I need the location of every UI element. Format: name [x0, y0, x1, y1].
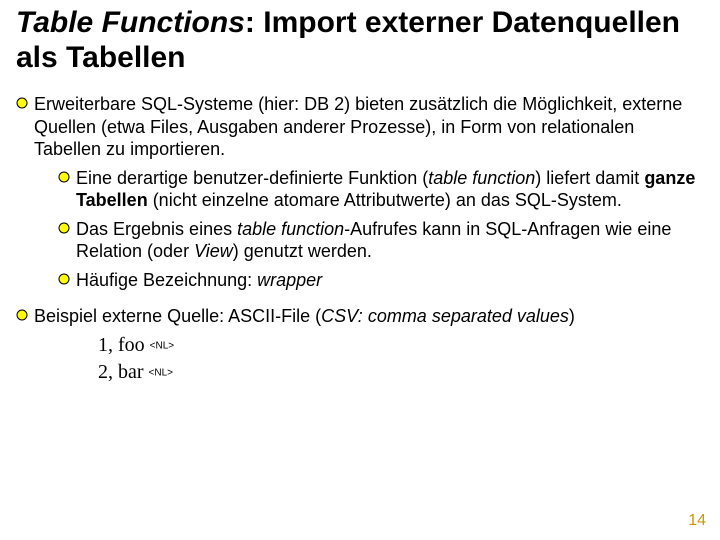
txt: ) — [569, 306, 575, 326]
bullet-icon — [58, 269, 76, 292]
txt-italic: table function — [428, 168, 535, 188]
example-text: 1, foo — [98, 334, 150, 356]
bullet-level1: Erweiterbare SQL-Systeme (hier: DB 2) bi… — [16, 93, 704, 291]
newline-marker: <NL> — [149, 367, 173, 378]
example-text: 2, bar — [98, 361, 149, 383]
newline-marker: <NL> — [150, 340, 174, 351]
slide-body: Erweiterbare SQL-Systeme (hier: DB 2) bi… — [16, 93, 704, 386]
bullet-text: Eine derartige benutzer-definierte Funkt… — [76, 167, 704, 212]
p1-text: Erweiterbare SQL-Systeme (hier: DB 2) bi… — [34, 94, 682, 159]
bullet-level2: Das Ergebnis eines table function-Aufruf… — [58, 218, 704, 263]
txt: Eine derartige benutzer-definierte Funkt… — [76, 168, 428, 188]
example-line: 1, foo <NL> — [98, 332, 704, 359]
bullet-level2: Eine derartige benutzer-definierte Funkt… — [58, 167, 704, 212]
txt: Häufige Bezeichnung: — [76, 270, 257, 290]
txt-italic: CSV: comma separated values — [321, 306, 569, 326]
bullet-level1: Beispiel externe Quelle: ASCII-File (CSV… — [16, 305, 704, 386]
page-number: 14 — [688, 512, 706, 530]
txt: Das Ergebnis eines — [76, 219, 237, 239]
slide: Table Functions: Import externer Datenqu… — [0, 0, 720, 540]
bullet-icon — [58, 167, 76, 212]
example-block: 1, foo <NL> 2, bar <NL> — [98, 332, 704, 386]
txt: ) liefert damit — [535, 168, 644, 188]
bullet-text: Das Ergebnis eines table function-Aufruf… — [76, 218, 704, 263]
slide-title: Table Functions: Import externer Datenqu… — [16, 6, 704, 75]
example-line: 2, bar <NL> — [98, 359, 704, 386]
bullet-icon — [16, 93, 34, 291]
txt-italic: table function — [237, 219, 344, 239]
txt: ) genutzt werden. — [233, 241, 372, 261]
bullet-text: Häufige Bezeichnung: wrapper — [76, 269, 704, 292]
bullet-text: Beispiel externe Quelle: ASCII-File (CSV… — [34, 305, 704, 386]
txt-italic: View — [194, 241, 233, 261]
title-italic: Table Functions — [16, 6, 245, 39]
txt-italic: wrapper — [257, 270, 322, 290]
bullet-level2: Häufige Bezeichnung: wrapper — [58, 269, 704, 292]
bullet-icon — [58, 218, 76, 263]
txt: Beispiel externe Quelle: ASCII-File ( — [34, 306, 321, 326]
bullet-text: Erweiterbare SQL-Systeme (hier: DB 2) bi… — [34, 93, 704, 291]
txt: (nicht einzelne atomare Attributwerte) a… — [148, 190, 622, 210]
bullet-icon — [16, 305, 34, 386]
